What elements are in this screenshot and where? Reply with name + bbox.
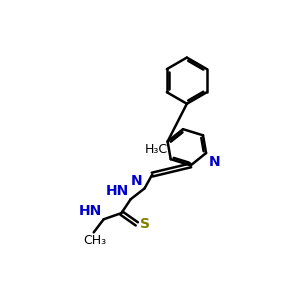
Text: H₃C: H₃C [145, 143, 168, 156]
Text: N: N [130, 174, 142, 188]
Text: S: S [140, 217, 150, 231]
Text: CH₃: CH₃ [84, 234, 107, 247]
Text: HN: HN [106, 184, 129, 198]
Text: N: N [208, 154, 220, 169]
Text: HN: HN [79, 205, 102, 218]
